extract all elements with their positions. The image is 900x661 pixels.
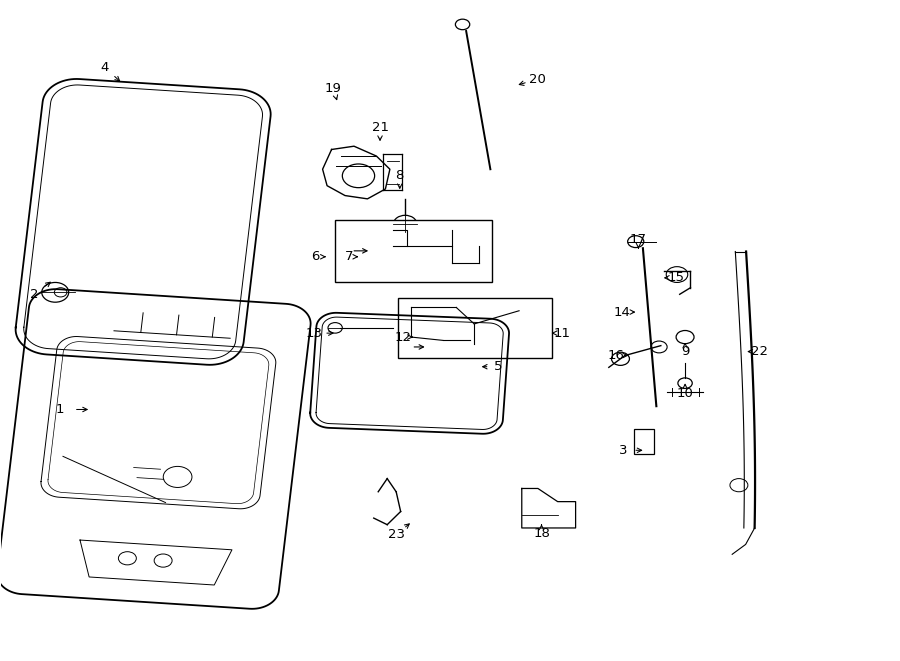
Text: 10: 10	[677, 387, 694, 399]
Text: 14: 14	[614, 305, 631, 319]
Text: 17: 17	[630, 233, 647, 246]
Text: 21: 21	[372, 121, 389, 134]
Text: 11: 11	[554, 327, 571, 340]
Text: 12: 12	[395, 330, 412, 344]
Text: 9: 9	[681, 345, 689, 358]
Text: 2: 2	[31, 288, 39, 301]
Text: 15: 15	[668, 272, 685, 284]
Text: 16: 16	[608, 349, 625, 362]
Text: 5: 5	[494, 360, 503, 373]
Bar	[398, 297, 553, 358]
Text: 6: 6	[311, 251, 320, 263]
Text: 3: 3	[619, 444, 627, 457]
Text: 4: 4	[101, 61, 109, 74]
Text: 8: 8	[396, 169, 404, 182]
Text: 20: 20	[529, 73, 546, 85]
Text: 13: 13	[305, 327, 322, 340]
Text: 7: 7	[346, 251, 354, 263]
Text: 1: 1	[56, 403, 64, 416]
Text: 19: 19	[325, 82, 342, 95]
Text: 23: 23	[388, 528, 405, 541]
Text: 18: 18	[533, 527, 550, 540]
Bar	[335, 220, 492, 282]
Bar	[634, 428, 653, 453]
Text: 22: 22	[751, 345, 768, 358]
